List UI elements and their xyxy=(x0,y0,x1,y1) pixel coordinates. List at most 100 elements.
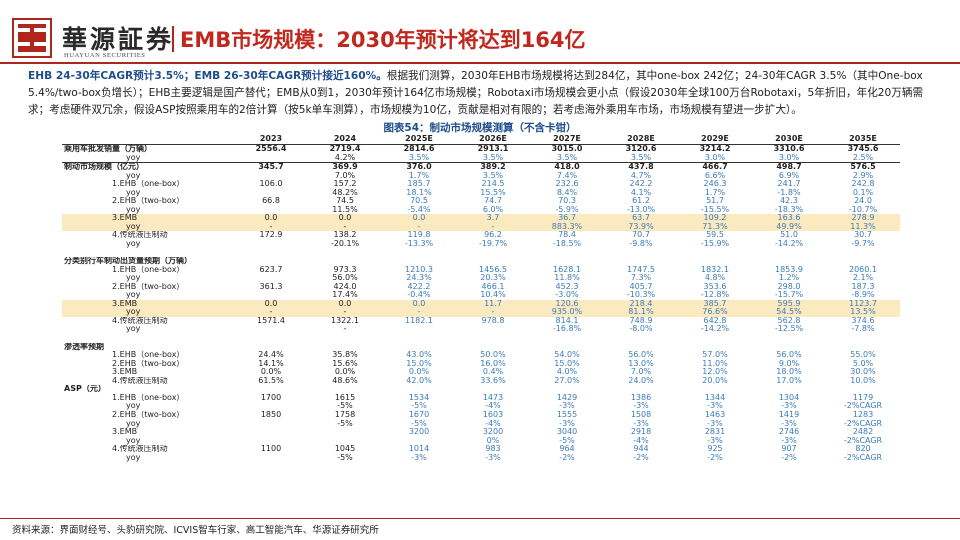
table-cell: 78.4 xyxy=(558,231,576,240)
table-row: 1.EHB（one-box） 623.7 973.3 1210.3 1456.5 1628… xyxy=(62,266,900,275)
table-cell: 576.5 xyxy=(826,162,900,172)
table-row: yoy 7.0% 1.7% 3.5% 7.4% 4.7% 6.6% 6.9% 2.9% xyxy=(62,172,900,181)
table-row: yoy 48.2% 18.1% 15.5% 8.4% 4.1% 1.7% -1.8% 0.1% xyxy=(62,189,900,198)
table-cell: 1555 xyxy=(556,410,578,419)
row-label: 渗透率预期 xyxy=(64,342,104,351)
row-label: 2.EHB（two-box） xyxy=(112,359,185,368)
row-label xyxy=(62,249,234,258)
table-cell: 11.3% xyxy=(826,222,900,232)
table-cell: 3745.6 xyxy=(847,144,879,153)
table-cell: -5.9% xyxy=(555,205,579,214)
column-header-year: 2023 xyxy=(234,135,308,145)
table-cell: 424.0 xyxy=(333,282,357,291)
column-header-year: 2030E xyxy=(752,135,826,145)
row-label: 1.EHB（one-box） xyxy=(112,393,185,402)
row-label: yoy xyxy=(126,453,141,462)
table-cell: -9.8% xyxy=(629,240,653,249)
table-cell: 0.0 xyxy=(382,299,456,309)
table-cell: -2%CAGR xyxy=(843,436,883,445)
table-cell: 1100 xyxy=(260,445,282,454)
table-cell: 0.0 xyxy=(234,299,308,309)
table-cell: 14.1% xyxy=(258,359,284,368)
table-cell: 7.4% xyxy=(556,171,578,180)
table-cell: 48.6% xyxy=(332,376,358,385)
table-cell xyxy=(456,385,530,394)
table-cell: 1603 xyxy=(482,410,504,419)
table-row xyxy=(62,334,900,343)
table-cell xyxy=(382,437,456,446)
table-cell xyxy=(826,343,900,352)
table-cell: 1473 xyxy=(482,393,504,402)
table-cell: 185.7 xyxy=(407,180,431,189)
table-cell: 1508 xyxy=(630,410,652,419)
table-cell: 7.3% xyxy=(630,274,652,283)
table-cell: 241.7 xyxy=(777,180,801,189)
table-cell: -5% xyxy=(411,419,427,428)
table-cell: -10.3% xyxy=(626,291,656,300)
table-cell: -15.9% xyxy=(700,240,730,249)
table-cell: -2%CAGR xyxy=(843,402,883,411)
row-label: yoy xyxy=(126,240,141,249)
row-label: 4.传统液压制动 xyxy=(112,316,168,325)
table-cell: 2719.4 xyxy=(329,144,361,153)
table-row: 4.传统液压制动 61.5% 48.6% 42.0% 33.6% 27.0% 24.0% 20… xyxy=(62,377,900,386)
table-cell: -2% xyxy=(707,453,723,462)
table-cell: 0.0% xyxy=(408,368,430,377)
table-cell: -20.1% xyxy=(330,240,360,249)
table-cell xyxy=(604,257,678,266)
table-cell: -12.5% xyxy=(774,325,804,334)
table-cell: -15.5% xyxy=(700,205,730,214)
table-cell: 278.9 xyxy=(826,214,900,223)
table-cell: 3.5% xyxy=(556,153,578,162)
table-cell: 18.1% xyxy=(406,188,432,197)
table-cell: 70.7 xyxy=(632,231,650,240)
table-cell: 42.3 xyxy=(780,197,798,206)
row-label: yoy xyxy=(62,308,234,317)
table-cell xyxy=(382,249,456,258)
table-cell: -3% xyxy=(559,419,575,428)
table-cell xyxy=(826,249,900,258)
figure-title: 图表54：制动市场规模测算（不含卡钳） xyxy=(383,122,577,134)
column-header-year: 2027E xyxy=(530,135,604,145)
table-cell: 369.9 xyxy=(308,162,382,172)
table-cell: 56.0% xyxy=(776,351,802,360)
table-cell xyxy=(678,385,752,394)
table-cell: 15.0% xyxy=(406,359,432,368)
table-cell: 405.7 xyxy=(629,282,653,291)
table-cell: 48.2% xyxy=(332,188,358,197)
table-cell xyxy=(234,454,308,463)
table-cell: -0.4% xyxy=(407,291,431,300)
row-label: 3.EMB xyxy=(112,428,138,437)
table-cell xyxy=(382,343,456,352)
table-cell: 983 xyxy=(485,445,501,454)
table-cell: 748.9 xyxy=(629,316,653,325)
table-row: ASP（元） xyxy=(62,385,900,394)
row-label: yoy xyxy=(126,153,141,162)
table-cell: 66.8 xyxy=(262,197,280,206)
row-label: 4.传统液压制动 xyxy=(112,376,168,385)
table-cell: 1014 xyxy=(408,445,430,454)
table-row: yoy - - - -883.3% 73.9% 71.3% 49.9% 11.3% xyxy=(62,222,900,232)
table-cell xyxy=(308,334,382,343)
table-cell: 907 xyxy=(781,445,797,454)
table-row: 1.EHB（one-box） 106.0 157.2 185.7 214.5 232.6 2… xyxy=(62,180,900,189)
table-cell xyxy=(826,385,900,394)
row-label: yoy xyxy=(126,419,141,428)
table-cell: 452.3 xyxy=(555,282,579,291)
table-cell: 70.3 xyxy=(558,197,576,206)
table-cell: -5% xyxy=(337,453,353,462)
table-cell: -2% xyxy=(559,453,575,462)
table-cell: 0.1% xyxy=(852,188,874,197)
table-cell: 56.0% xyxy=(332,274,358,283)
table-cell: 1615 xyxy=(334,393,356,402)
table-cell: 51.7 xyxy=(706,197,724,206)
table-cell: 11.5% xyxy=(332,205,358,214)
table-cell: 1429 xyxy=(556,393,578,402)
row-label: 3.EMB xyxy=(62,214,234,223)
table-cell xyxy=(456,334,530,343)
table-cell: 0.0 xyxy=(308,299,382,309)
table-cell xyxy=(678,334,752,343)
table-cell: -14.2% xyxy=(774,240,804,249)
table-cell: -16.8% xyxy=(552,325,582,334)
column-header-year: 2028E xyxy=(604,135,678,145)
